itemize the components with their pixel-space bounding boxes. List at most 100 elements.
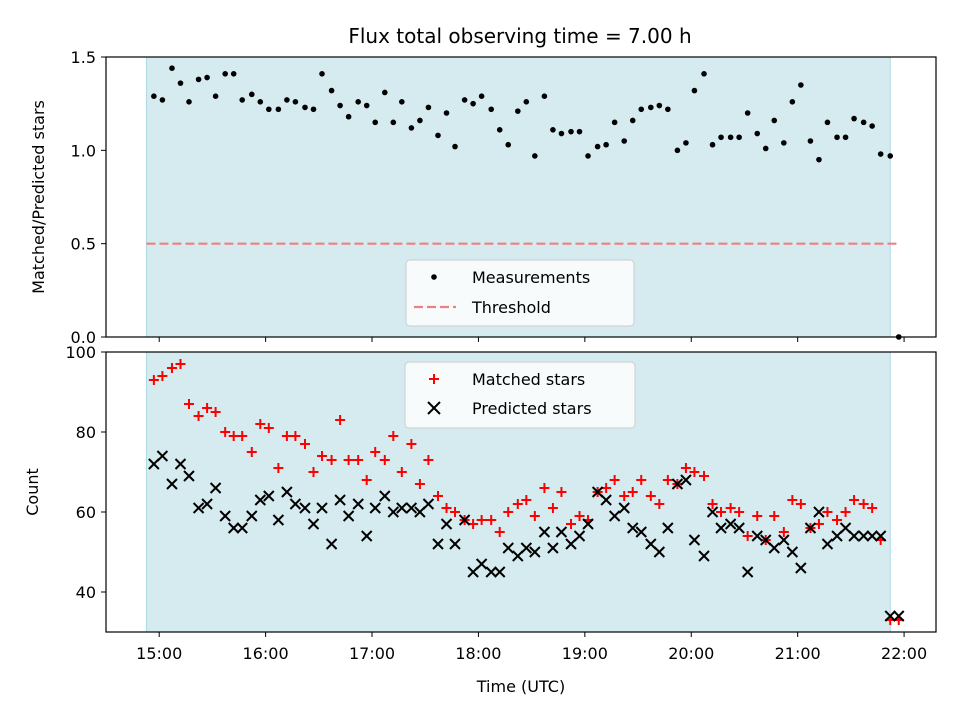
measurement-point — [417, 117, 423, 124]
matched-star-point — [654, 499, 665, 509]
matched-star-point — [529, 511, 540, 521]
measurement-point — [319, 71, 325, 77]
measurement-point — [558, 130, 565, 137]
measurement-point — [470, 100, 476, 107]
measurement-point — [204, 74, 210, 81]
predicted-star-point — [547, 542, 559, 554]
predicted-star-point — [653, 546, 666, 558]
predicted-star-point — [201, 498, 213, 510]
predicted-stars-points — [148, 450, 905, 622]
matched-star-point — [326, 455, 337, 465]
matched-star-point — [290, 431, 301, 441]
matched-star-point — [619, 491, 630, 501]
measurement-point — [851, 115, 857, 122]
predicted-star-point — [698, 550, 710, 562]
matched-star-point — [273, 463, 284, 473]
bottom-xtick-label: 22:00 — [881, 644, 927, 663]
bottom-ytick-label: 60 — [76, 503, 96, 522]
matched-star-point — [512, 499, 523, 509]
measurement-point — [310, 106, 317, 113]
matched-star-point — [849, 495, 860, 505]
matched-stars-points — [148, 359, 904, 625]
measurement-point — [541, 93, 548, 99]
matched-star-point — [689, 467, 700, 477]
measurement-point — [488, 106, 495, 113]
measurement-point — [151, 93, 157, 99]
predicted-star-point — [485, 566, 497, 578]
matched-star-point — [752, 511, 763, 521]
measurement-point — [709, 141, 716, 148]
chart-title: Flux total observing time = 7.00 h — [348, 24, 691, 48]
matched-star-point — [220, 427, 231, 437]
measurement-point — [212, 93, 219, 99]
predicted-star-point — [209, 482, 222, 494]
measurement-point — [515, 108, 521, 114]
predicted-star-point — [246, 510, 258, 522]
predicted-star-point — [166, 478, 178, 490]
predicted-star-point — [342, 510, 355, 522]
measurement-point — [292, 99, 299, 105]
predicted-star-point — [538, 526, 551, 538]
top-ytick-label: 0.5 — [71, 235, 96, 254]
predicted-star-point — [289, 498, 302, 510]
measurement-point — [523, 99, 530, 105]
predicted-star-point — [440, 518, 453, 530]
matched-star-point — [237, 431, 248, 441]
matched-star-point — [441, 503, 452, 513]
measurement-point — [159, 97, 166, 103]
predicted-star-point — [334, 494, 346, 506]
predicted-star-point — [600, 494, 612, 506]
matched-star-point — [734, 507, 745, 517]
top-legend-box — [405, 259, 635, 327]
measurement-point — [275, 106, 282, 113]
measurement-point — [665, 106, 671, 113]
predicted-star-point — [635, 526, 647, 538]
measurement-point — [550, 127, 556, 133]
predicted-star-point — [272, 514, 285, 526]
predicted-star-point — [529, 546, 541, 558]
predicted-star-point — [316, 502, 328, 514]
matched-star-point — [370, 447, 381, 457]
measurement-point — [478, 93, 485, 99]
matched-star-point — [795, 499, 806, 509]
matched-star-point — [433, 491, 443, 501]
measurement-point — [266, 106, 272, 113]
predicted-star-point — [325, 538, 338, 550]
predicted-star-point — [866, 530, 878, 542]
measurement-point — [771, 117, 778, 124]
predicted-star-point — [502, 542, 514, 554]
matched-star-point — [574, 511, 585, 521]
matched-star-point — [662, 475, 673, 485]
predicted-star-point — [874, 530, 887, 542]
legend-measurements-marker — [431, 274, 437, 280]
predicted-star-point — [573, 530, 586, 542]
matched-star-point — [246, 447, 257, 457]
predicted-star-point — [236, 522, 248, 534]
predicted-star-point — [804, 522, 817, 534]
measurement-point — [754, 130, 761, 137]
measurement-points — [151, 65, 902, 337]
measurement-point — [328, 87, 335, 94]
measurement-point — [789, 99, 796, 105]
matched-star-point — [787, 495, 798, 505]
predicted-star-point — [520, 542, 533, 554]
matched-star-point — [716, 507, 727, 517]
measurement-point — [576, 128, 583, 135]
matched-star-point — [858, 499, 869, 509]
predicted-star-point — [733, 522, 745, 534]
bottom-xtick-label: 21:00 — [775, 644, 821, 663]
measurement-point — [887, 153, 894, 159]
bottom-ytick-label: 40 — [76, 583, 96, 602]
measurement-point — [798, 82, 804, 88]
predicted-star-point — [786, 546, 799, 558]
matched-star-point — [406, 439, 417, 449]
top-ytick-label: 1.5 — [71, 48, 96, 67]
bottom-xtick-label: 15:00 — [136, 644, 182, 663]
predicted-star-point — [715, 522, 727, 534]
top-ytick-label: 0.0 — [71, 328, 96, 347]
measurement-point — [461, 97, 468, 103]
matched-star-point — [840, 507, 851, 517]
predicted-star-point — [555, 526, 568, 538]
matched-star-point — [822, 507, 833, 517]
